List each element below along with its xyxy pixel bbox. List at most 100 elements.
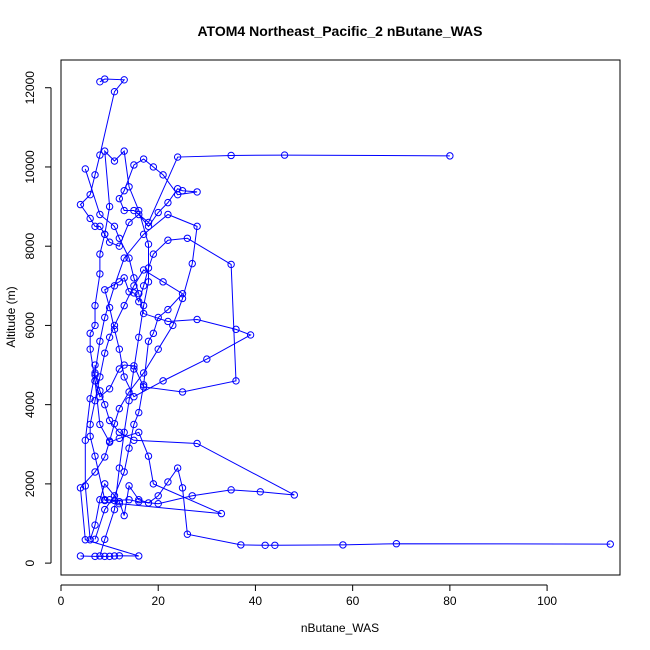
data-point [101, 535, 109, 544]
data-point [227, 151, 235, 160]
data-point [115, 428, 124, 437]
data-point [91, 552, 99, 561]
data-point [105, 303, 114, 312]
data-point [130, 206, 138, 215]
x-tick-label: 20 [152, 594, 166, 608]
data-point [193, 439, 201, 448]
data-point [139, 230, 148, 239]
data-point [130, 161, 138, 169]
data-point [188, 492, 196, 500]
data-point [120, 76, 128, 84]
data-point [91, 301, 99, 310]
data-point [76, 552, 85, 560]
data-point [96, 337, 104, 345]
data-point [139, 155, 148, 163]
x-tick-label: 60 [346, 594, 360, 608]
data-point [101, 400, 109, 409]
y-tick-label: 8000 [23, 233, 37, 260]
data-point [101, 75, 109, 83]
data-point [149, 163, 158, 171]
data-point [105, 333, 114, 342]
data-point [135, 206, 143, 215]
data-point [101, 286, 109, 294]
data-point [178, 484, 187, 492]
data-point [135, 297, 143, 306]
data-point [91, 222, 99, 231]
data-point [246, 331, 255, 339]
data-point [164, 210, 172, 219]
data-point [96, 387, 104, 395]
data-point [96, 270, 104, 278]
data-point [120, 206, 128, 215]
data-point [101, 496, 109, 504]
data-point [105, 552, 114, 561]
data-point [139, 282, 148, 290]
y-tick-label: 10000 [23, 150, 37, 184]
data-point [115, 498, 124, 506]
data-point [120, 511, 128, 520]
data-point [178, 290, 187, 298]
y-axis-title: Altitude (m) [4, 286, 18, 347]
data-point [139, 266, 148, 274]
data-point [144, 264, 153, 272]
data-point [227, 260, 235, 269]
data-point [125, 482, 133, 490]
data-point [86, 214, 94, 223]
data-point [96, 420, 104, 429]
data-point [290, 491, 299, 499]
data-point [91, 452, 99, 460]
data-point [232, 325, 240, 334]
data-point [105, 416, 114, 425]
data-point [173, 464, 182, 472]
data-point [227, 486, 235, 494]
data-point [101, 313, 109, 322]
data-point [154, 492, 162, 500]
data-point [446, 152, 454, 160]
data-point [159, 377, 167, 385]
x-axis-title: nButane_WAS [301, 621, 379, 635]
data-point [130, 274, 138, 282]
data-point [115, 194, 124, 203]
plot-frame [60, 59, 621, 576]
x-axis: 0 20 40 60 80 100 [58, 584, 557, 608]
data-point [154, 345, 162, 353]
data-point [159, 171, 167, 179]
data-point [110, 505, 119, 514]
y-tick-label: 2000 [23, 470, 37, 497]
data-point [91, 371, 99, 379]
data-point [81, 436, 90, 445]
data-point [164, 478, 172, 486]
data-point [125, 444, 133, 452]
data-point [96, 222, 104, 231]
data-point [193, 222, 201, 231]
data-point [139, 301, 148, 310]
data-point [110, 492, 119, 500]
data-point [125, 496, 133, 504]
data-point [86, 329, 94, 338]
data-point [105, 238, 114, 246]
data-point [164, 305, 172, 314]
data-point [261, 541, 269, 549]
y-tick-label: 0 [23, 559, 37, 566]
data-point [159, 278, 167, 286]
data-point [101, 505, 109, 514]
data-point [101, 230, 109, 239]
data-point [217, 509, 226, 518]
data-point [154, 313, 162, 322]
data-point [120, 468, 128, 476]
data-point [101, 552, 109, 561]
data-point [115, 552, 124, 560]
data-point [139, 381, 148, 389]
data-point [135, 498, 143, 506]
data-point [120, 274, 128, 282]
x-tick-label: 100 [537, 594, 557, 608]
data-point [120, 361, 128, 369]
data-point [125, 388, 133, 396]
data-point [120, 301, 128, 310]
data-point [86, 395, 94, 403]
data-point [105, 202, 114, 211]
data-point [86, 536, 94, 544]
data-point [149, 329, 158, 338]
data-point [91, 521, 99, 529]
